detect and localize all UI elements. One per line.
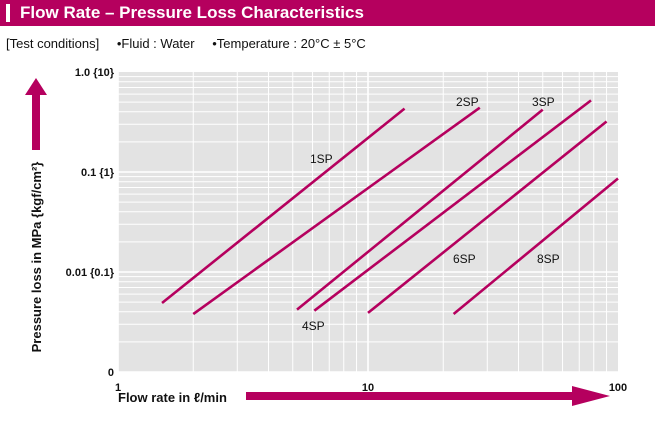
series-line-6sp [367,120,608,314]
y-axis-arrow [25,78,47,150]
axis-titles: Pressure loss in MPa {kgf/cm²} Flow rate… [25,78,610,406]
series-lines [161,99,619,316]
series-line-1sp [161,107,406,304]
grid-lines [117,72,618,373]
series-label-8sp: 8SP [537,252,560,266]
x-axis-arrow [246,386,610,406]
series-label-6sp: 6SP [453,252,476,266]
series-label-1sp: 1SP [310,152,333,166]
series-line-3sp [296,108,544,311]
series-label-2sp: 2SP [456,95,479,109]
series-line-2sp [192,106,481,316]
y-tick-label: 0.01 {0.1} [66,267,115,279]
x-axis-title: Flow rate in ℓ/min [118,390,227,405]
title-accent [6,4,10,22]
x-tick-label: 10 [362,382,374,394]
x-tick-label: 1 [115,382,121,394]
series-line-8sp [452,177,619,316]
page-title: Flow Rate – Pressure Loss Characteristic… [20,3,364,22]
conditions-label: [Test conditions] [6,36,100,51]
series-labels: 1SP 2SP 3SP 4SP 6SP 8SP [302,95,560,333]
test-conditions: [Test conditions] •Fluid : Water •Temper… [6,36,380,51]
conditions-fluid: •Fluid : Water [116,36,195,51]
y-tick-label: 0.1 {1} [81,167,115,179]
conditions-temperature: •Temperature : 20°C ± 5°C [212,36,366,51]
title-bar: Flow Rate – Pressure Loss Characteristic… [0,0,655,26]
series-label-4sp: 4SP [302,319,325,333]
tick-labels: 1 10 100 0 0.01 {0.1} 0.1 {1} 1.0 {10} [66,67,628,394]
x-tick-label: 100 [609,382,627,394]
y-tick-label: 1.0 {10} [75,67,115,79]
series-line-4sp [313,99,592,312]
y-axis-title: Pressure loss in MPa {kgf/cm²} [29,162,44,353]
y-tick-label: 0 [108,367,114,379]
series-label-3sp: 3SP [532,95,555,109]
